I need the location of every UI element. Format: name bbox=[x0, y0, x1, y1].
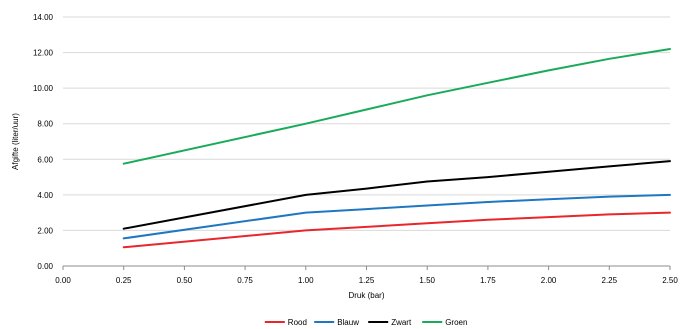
x-tick-label: 0.75 bbox=[237, 276, 253, 285]
series-line-rood bbox=[122, 211, 671, 249]
x-tick-label: 1.00 bbox=[298, 276, 314, 285]
y-axis-ticks: 0.00 2.00 4.00 6.00 8.00 10.00 12.00 14.00 bbox=[33, 13, 54, 271]
y-tick-label: 14.00 bbox=[33, 13, 54, 22]
x-tick-label: 0.25 bbox=[116, 276, 132, 285]
x-tick-label: 2.00 bbox=[541, 276, 557, 285]
legend: Rood Blauw Zwart Groen bbox=[264, 318, 467, 327]
series-lines bbox=[122, 48, 671, 249]
series-line-zwart bbox=[122, 160, 671, 230]
y-tick-label: 8.00 bbox=[37, 120, 53, 129]
x-axis-title: Druk (bar) bbox=[348, 291, 384, 300]
x-tick-label: 1.25 bbox=[359, 276, 375, 285]
gridlines bbox=[63, 16, 670, 231]
x-axis-ticks: 0.00 0.25 0.50 0.75 1.00 1.25 1.50 1.75 2.00 2.25… bbox=[55, 266, 678, 285]
legend-label-rood: Rood bbox=[288, 318, 307, 327]
x-tick-label: 0.00 bbox=[55, 276, 71, 285]
y-tick-label: 6.00 bbox=[37, 155, 53, 164]
y-tick-label: 4.00 bbox=[37, 191, 53, 200]
y-tick-label: 12.00 bbox=[33, 49, 54, 58]
series-line-groen bbox=[122, 48, 671, 165]
y-tick-label: 2.00 bbox=[37, 226, 53, 235]
legend-label-blauw: Blauw bbox=[337, 318, 359, 327]
legend-label-zwart: Zwart bbox=[391, 318, 412, 327]
legend-label-groen: Groen bbox=[445, 318, 467, 327]
y-axis-title: Afgifte (liter/uur) bbox=[11, 113, 20, 170]
x-tick-label: 2.50 bbox=[662, 276, 678, 285]
x-tick-label: 0.50 bbox=[177, 276, 193, 285]
y-tick-label: 10.00 bbox=[33, 84, 54, 93]
x-tick-label: 1.75 bbox=[480, 276, 496, 285]
x-tick-label: 1.50 bbox=[419, 276, 435, 285]
series-line-blauw bbox=[122, 193, 671, 240]
x-tick-label: 2.25 bbox=[602, 276, 618, 285]
y-tick-label: 0.00 bbox=[37, 262, 53, 271]
